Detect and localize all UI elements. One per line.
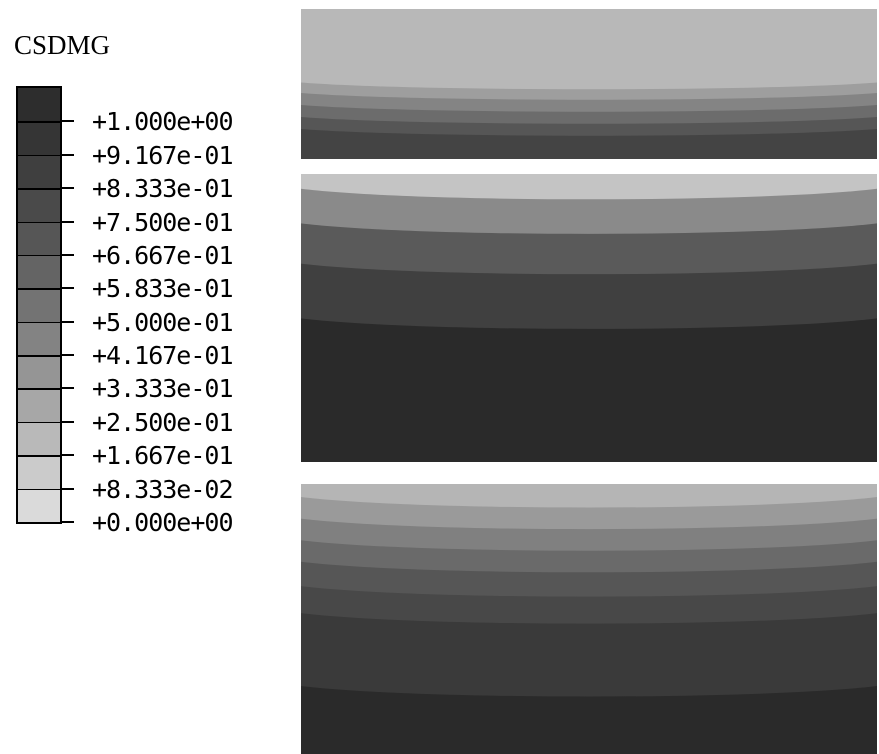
- legend-divider: [18, 254, 60, 257]
- legend-swatch: [18, 455, 60, 489]
- legend-divider: [18, 121, 60, 123]
- top-panel-contours: [301, 9, 877, 159]
- legend-divider: [18, 455, 60, 457]
- legend-divider: [18, 221, 60, 224]
- legend-swatch: [18, 121, 60, 155]
- legend-swatch: [18, 388, 60, 422]
- legend-tick-label: +1.000e+00: [92, 107, 234, 137]
- legend-tick-mark: [60, 420, 74, 423]
- legend-tick-label: +4.167e-01: [92, 341, 234, 371]
- middle-panel: [301, 174, 877, 462]
- legend-tick-mark: [60, 187, 74, 190]
- contour-band: [301, 174, 877, 200]
- contour-band: [301, 484, 877, 508]
- legend-swatch: [18, 88, 60, 122]
- legend-tick-label: +9.167e-01: [92, 140, 234, 170]
- middle-panel-contours: [301, 174, 877, 462]
- legend-tick-mark: [60, 320, 74, 323]
- legend-divider: [18, 288, 60, 290]
- legend-tick-label: +0.000e+00: [92, 508, 234, 537]
- legend-tick-label: +3.333e-01: [92, 374, 234, 404]
- legend-tick-label: +7.500e-01: [92, 207, 234, 237]
- legend-swatch: [18, 421, 60, 456]
- legend-tick-mark: [60, 220, 74, 223]
- legend-tick-mark: [60, 454, 74, 457]
- legend-tick-label: +8.333e-01: [92, 174, 234, 204]
- legend-tick-mark: [60, 120, 74, 123]
- legend-tick-mark: [60, 354, 74, 357]
- legend-color-bar: [16, 86, 62, 524]
- legend-swatch: [18, 154, 60, 189]
- legend-tick-mark: [60, 387, 74, 390]
- legend-divider: [18, 388, 60, 390]
- legend-swatch: [18, 254, 60, 289]
- legend-tick-label: +1.667e-01: [92, 441, 234, 471]
- legend-swatch: [18, 221, 60, 255]
- legend-tick-label: +5.833e-01: [92, 274, 234, 304]
- legend-swatch: [18, 288, 60, 322]
- legend-divider: [18, 321, 60, 324]
- legend-divider: [18, 421, 60, 424]
- bottom-panel-contours: [301, 484, 877, 754]
- top-panel: [301, 9, 877, 159]
- bottom-panel: [301, 484, 877, 754]
- legend-tick-mark: [60, 521, 74, 523]
- legend-tick-mark: [60, 253, 74, 256]
- legend-divider: [18, 488, 60, 491]
- legend-divider: [18, 188, 60, 190]
- legend-tick-label: +5.000e-01: [92, 307, 234, 337]
- legend-tick-mark: [60, 487, 74, 490]
- legend-divider: [18, 355, 60, 357]
- legend-tick-mark: [60, 287, 74, 290]
- legend-swatch: [18, 321, 60, 356]
- legend-title: CSDMG: [14, 30, 111, 60]
- legend-tick-mark: [60, 153, 74, 156]
- legend-swatch: [18, 188, 60, 222]
- legend-tick-label: +2.500e-01: [92, 407, 234, 437]
- legend-tick-label: +6.667e-01: [92, 240, 234, 270]
- legend-tick-label: +8.333e-02: [92, 474, 234, 504]
- contour-band: [301, 9, 877, 90]
- legend-swatch: [18, 355, 60, 389]
- legend-swatch: [18, 488, 60, 522]
- legend-divider: [18, 154, 60, 157]
